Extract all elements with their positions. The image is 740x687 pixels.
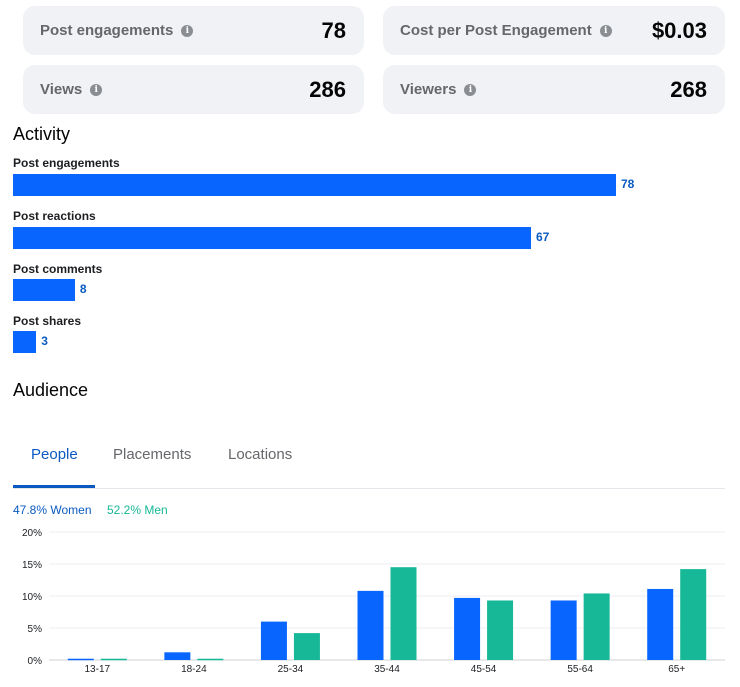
- tab-placements[interactable]: Placements: [113, 446, 192, 463]
- info-icon[interactable]: i: [90, 83, 103, 96]
- metric-value: 286: [309, 76, 346, 102]
- activity-value-post-shares: 3: [41, 334, 48, 348]
- x-tick-label: 18-24: [181, 664, 207, 675]
- bar-women-35-44: [357, 590, 384, 660]
- y-tick-label: 0%: [28, 656, 43, 667]
- activity-label-post-engagements: Post engagements: [13, 156, 120, 170]
- y-tick-label: 5%: [28, 624, 43, 635]
- metric-label-text: Views: [40, 81, 83, 98]
- x-tick-label: 45-54: [471, 664, 497, 675]
- bar-men-55-64: [583, 593, 610, 660]
- bar-women-25-34: [260, 621, 287, 660]
- bar-men-65+: [680, 569, 707, 660]
- activity-bar-post-comments: [13, 279, 75, 301]
- metric-card-cost-per-engagement: Cost per Post Engagement i $0.03: [383, 6, 725, 55]
- info-icon[interactable]: i: [464, 83, 477, 96]
- y-tick-label: 20%: [22, 528, 42, 539]
- audience-title: Audience: [13, 380, 89, 400]
- bar-women-55-64: [550, 600, 577, 660]
- metric-value: 78: [321, 17, 346, 43]
- metric-label-text: Viewers: [400, 81, 457, 98]
- y-tick-label: 15%: [22, 560, 42, 571]
- activity-title: Activity: [13, 124, 71, 144]
- active-tab-indicator: [13, 485, 95, 488]
- y-tick-label: 10%: [22, 592, 42, 603]
- activity-bar-post-reactions: [13, 227, 531, 249]
- tab-divider: [13, 488, 725, 489]
- x-tick-label: 13-17: [84, 664, 110, 675]
- info-icon[interactable]: i: [599, 24, 612, 37]
- bar-women-65+: [647, 588, 674, 660]
- metric-label-text: Post engagements: [40, 22, 174, 39]
- metric-card-post-engagements: Post engagements i 78: [23, 6, 364, 55]
- x-tick-label: 35-44: [374, 664, 400, 675]
- metric-card-viewers: Viewers i 268: [383, 65, 725, 114]
- bar-men-13-17: [100, 658, 127, 661]
- info-icon[interactable]: i: [181, 24, 194, 37]
- x-tick-label: 25-34: [278, 664, 304, 675]
- activity-value-post-reactions: 67: [535, 230, 550, 244]
- bar-women-13-17: [67, 658, 94, 661]
- legend-women: 47.8% Women: [13, 503, 92, 517]
- x-tick-label: 55-64: [567, 664, 593, 675]
- metric-label: Viewers i: [400, 81, 477, 98]
- audience-bar-chart: 0% 5% 10% 15% 20% 13-17 18-24 25-34 35-44 45-54 55…: [22, 528, 725, 675]
- metric-label: Post engagements i: [40, 22, 194, 39]
- activity-bar-post-shares: [13, 331, 37, 353]
- activity-value-post-comments: 8: [79, 282, 87, 296]
- bar-men-35-44: [390, 567, 417, 660]
- activity-label-post-shares: Post shares: [13, 314, 82, 328]
- activity-value-post-engagements: 78: [621, 177, 635, 191]
- activity-label-post-comments: Post comments: [13, 262, 103, 276]
- metric-value: $0.03: [651, 17, 707, 43]
- bar-men-18-24: [197, 658, 224, 661]
- bar-men-45-54: [487, 600, 514, 660]
- bar-women-18-24: [164, 652, 191, 660]
- metric-value: 268: [670, 76, 707, 102]
- metric-label: Views i: [40, 81, 103, 98]
- metric-label: Cost per Post Engagement i: [400, 22, 612, 39]
- activity-label-post-reactions: Post reactions: [13, 209, 96, 223]
- tab-locations[interactable]: Locations: [228, 446, 293, 463]
- metric-label-text: Cost per Post Engagement: [400, 22, 592, 39]
- bar-men-25-34: [293, 633, 320, 660]
- tab-people[interactable]: People: [31, 446, 78, 463]
- legend-men: 52.2% Men: [107, 503, 168, 517]
- x-tick-label: 65+: [668, 664, 685, 675]
- metric-card-views: Views i 286: [23, 65, 364, 114]
- activity-bar-post-engagements: [13, 174, 616, 196]
- bar-women-45-54: [454, 597, 481, 660]
